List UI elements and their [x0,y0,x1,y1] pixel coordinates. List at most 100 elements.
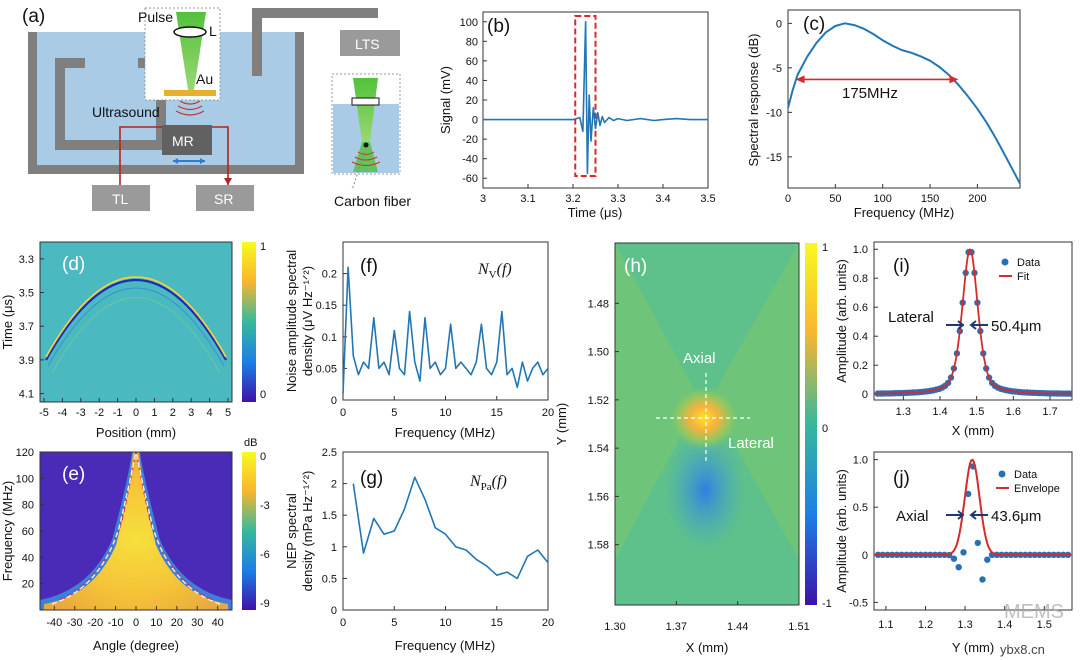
panel-d-xtick-label: 5 [225,407,231,419]
panel-b-xtick-label: 3 [480,193,486,205]
panel-e-colorbar-tick: -3 [260,500,270,512]
panel-label-i: (i) [893,256,910,277]
panel-j-marks [874,458,1072,583]
panel-h-xtick-label: 1.44 [727,621,748,633]
panel-g-ytick-label: 0 [331,605,337,617]
panel-g-nep-line [352,476,549,580]
panel-j-data-point [984,556,991,563]
panel-i-xtick-label: 1.6 [1006,406,1021,418]
panel-d-xtick-label: 1 [151,407,157,419]
panel-h-ytick-label: 1.52 [588,395,609,407]
panel-c-bandwidth-label: 175MHz [842,85,898,102]
panel-f-ytick-label: 0.1 [322,332,337,344]
label-lens: L [209,23,217,39]
panel-i-fwhm-value: 50.4μm [991,318,1041,335]
blue-lobe [665,430,745,550]
panel-e-ytick-label: 100 [16,473,34,485]
panel-h-colorbar [805,243,817,605]
lts-arm-horizontal [252,8,378,18]
panel-c-ylabel: Spectral response (dB) [746,34,761,167]
panel-label-a: (a) [22,6,45,27]
panel-g-xtick-label: 20 [542,617,554,629]
panel-i-ytick-label: 0.8 [853,273,868,285]
panel-j-ytick-label: 0.5 [853,502,868,514]
panel-j-arrow-left [946,510,965,520]
panel-g-ticks: 0 5 10 15 20 2.5 2 1.5 1 0.5 0 [322,447,554,629]
panel-j-xtick-label: 1.2 [918,619,933,631]
panel-j-legend-data-marker [998,470,1006,478]
panel-f-xtick-label: 10 [439,407,451,419]
panel-g-ylabel-line1: NEP spectral [284,493,299,569]
wavefront-echo-2 [51,297,221,374]
panel-a-setup-diagram: (a) Pulse L Au Ultrasound MR TL SR LTS [22,6,411,211]
panel-f-legend-arg: (f) [497,261,512,278]
panel-g-ytick-label: 2 [331,479,337,491]
panel-h-xtick-label: 1.30 [604,621,625,633]
panel-h-ytick-label: 1.56 [588,491,609,503]
ultrasound-waves [175,100,205,116]
fit-curve-left [51,452,137,605]
panel-g-ytick-label: 1 [331,542,337,554]
panel-b-xtick-label: 3.3 [610,193,625,205]
panel-g-xtick-label: 0 [340,617,346,629]
panel-c-xtick-label: 200 [968,193,986,205]
panel-b-signal: (b) 3 3.1 3.2 3.3 3.4 3.5 100 80 60 40 20 0 -20 -40 -6… [438,11,716,220]
panel-b-signal-line [483,20,708,175]
panel-i-frame [873,241,1073,401]
panel-j-axial-profile: (j) 1.1 1.2 1.3 1.4 1.5 1.0 0.5 0 -0.5 Data Enve… [834,451,1073,655]
panel-g-xlabel: Frequency (MHz) [395,638,495,653]
fiber-input [119,126,162,185]
panel-label-b: (b) [487,16,510,37]
panel-g-marks [352,476,549,580]
panel-j-data-point [974,539,981,547]
panel-i-arrow-right [969,320,988,330]
panel-e-colorbar-tick: -9 [260,598,270,610]
panel-c-xtick-label: 0 [785,193,791,205]
panel-j-arrow-right [969,510,988,520]
panel-j-fwhm-label: Axial [896,508,929,525]
cone-left [615,243,700,560]
wavefront-echo [47,287,225,367]
panel-g-ytick-label: 0.5 [322,573,337,585]
panel-d-xtick-label: 2 [170,407,176,419]
label-lts: LTS [355,36,380,52]
gold-film [164,90,216,96]
panel-b-xtick-label: 3.2 [565,193,580,205]
panel-j-data-point [960,549,967,556]
panel-i-ticks: 1.3 1.4 1.5 1.6 1.7 1.0 0.8 0.6 0.4 0.2 0 [853,244,1058,418]
panel-i-fit-line [874,248,1072,395]
panel-i-xtick-label: 1.4 [932,406,947,418]
inset-waves [351,151,381,166]
panel-c-ytick-label: -10 [766,107,782,119]
panel-f-xtick-label: 15 [491,407,503,419]
inner-left-top [55,58,85,68]
signal-receiver-box [196,185,254,211]
panel-i-legend-data: Data [1017,257,1041,269]
panel-e-xtick-label: 0 [133,617,139,629]
panel-c-arrowhead-right [949,75,959,84]
panel-j-data-point [979,576,986,583]
panel-b-ytick-label: -40 [462,154,478,166]
panel-d-xtick-label: 4 [207,407,213,419]
panel-e-xlabel: Angle (degree) [93,638,179,653]
panel-d-xtick-label: -5 [39,407,49,419]
tunable-laser-box [92,185,150,211]
lts-box [340,30,400,56]
panel-d-ytick-label: 4.1 [19,389,34,401]
cone-right [710,243,799,560]
panel-label-d: (d) [62,254,85,275]
panel-i-ytick-label: 1.0 [853,244,868,256]
panel-e-xtick-label: -40 [46,617,62,629]
panel-g-xtick-label: 10 [439,617,451,629]
panel-d-ytick-label: 3.3 [19,254,34,266]
panel-d-colorbar [242,242,256,402]
panel-e-ytick-label: 40 [22,552,34,564]
panel-c-ytick-label: 0 [776,18,782,30]
panel-j-ytick-label: 1.0 [853,455,868,467]
panel-b-ylabel: Signal (mV) [438,66,453,134]
panel-h-frame [614,242,800,606]
panel-b-ticks: 3 3.1 3.2 3.3 3.4 3.5 100 80 60 40 20 0 -20 -40 -60 [460,17,716,205]
panel-f-ytick-label: 0.2 [322,269,337,281]
panel-b-ytick-label: 60 [466,56,478,68]
panel-d-xtick-label: -4 [58,407,68,419]
